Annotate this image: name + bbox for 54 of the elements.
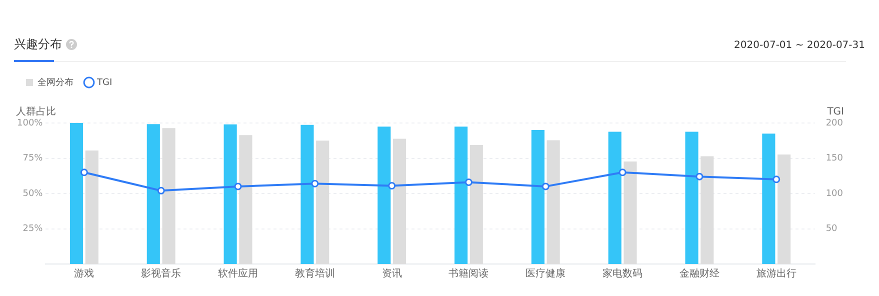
bar (778, 154, 791, 264)
y-axis-title: 人群占比 (16, 106, 56, 118)
y2-axis-title: TGI (826, 106, 844, 118)
point (772, 176, 780, 184)
bar (239, 135, 252, 264)
point (234, 182, 242, 190)
bar (685, 132, 698, 264)
point (157, 186, 165, 194)
bar (546, 140, 560, 264)
bar (470, 144, 483, 264)
point (80, 168, 88, 176)
bar (85, 150, 98, 264)
bar (624, 161, 637, 264)
x-tick-label: 游戏 (74, 268, 94, 280)
text: 2020-07-01 ~ 2020-07-31 (734, 40, 865, 51)
bar (378, 126, 391, 264)
x-tick-label: 软件应用 (218, 268, 258, 280)
y-tick-label: 50% (22, 188, 44, 199)
x-tick-label: 金融财经 (679, 268, 720, 280)
bar (162, 128, 176, 264)
y-tick-label: 100% (16, 118, 44, 128)
x-tick-label: 影视音乐 (141, 268, 182, 280)
bar (762, 134, 776, 264)
point (464, 178, 472, 186)
x-tick-label: 教育培训 (294, 268, 335, 280)
point (311, 180, 319, 188)
bar (454, 126, 468, 264)
point (618, 168, 626, 176)
point (388, 182, 396, 190)
y2-tick-label: 50 (826, 224, 838, 234)
y2-tick-label: 200 (826, 118, 844, 128)
x-tick-label: 医疗健康 (526, 268, 566, 280)
x-tick-label: 家电数码 (602, 268, 643, 280)
y-tick-label: 25% (22, 224, 44, 234)
x-tick-label: 旅游出行 (756, 268, 796, 280)
point (542, 182, 550, 190)
x-tick-label: 书籍阅读 (448, 268, 489, 280)
bar (316, 140, 330, 264)
bar (224, 124, 237, 264)
legend-label: TGI (96, 78, 112, 88)
legend-label: 全网分布 (38, 76, 74, 88)
bar (392, 138, 406, 264)
y2-tick-label: 100 (826, 188, 844, 199)
bar (700, 156, 714, 264)
point (696, 172, 704, 180)
bar (531, 130, 544, 264)
bar (70, 123, 84, 264)
bar (146, 124, 160, 264)
chart-title: 兴趣分布 (14, 36, 62, 53)
bar (300, 124, 314, 264)
y-tick-label: 75% (22, 154, 44, 164)
x-tick-label: 资讯 (382, 268, 402, 280)
y2-tick-label: 150 (826, 154, 844, 164)
bar (608, 132, 622, 264)
